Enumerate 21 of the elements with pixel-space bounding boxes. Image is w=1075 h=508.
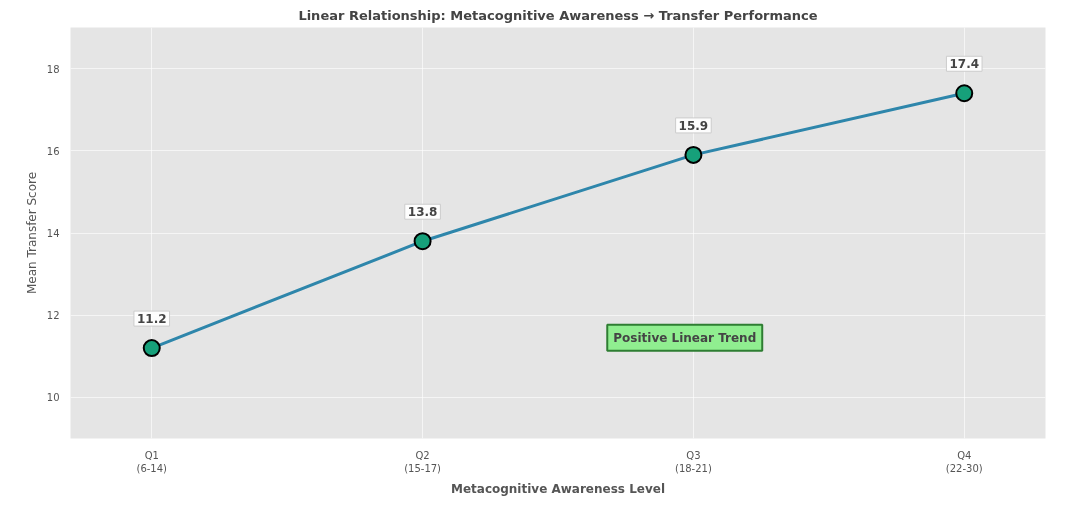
x-tick-label: Q4 (22-30) [945, 449, 983, 474]
x-tick-label: Q1 (6-14) [136, 449, 168, 474]
data-label: 13.8 [407, 205, 438, 220]
y-tick-label: 14 [46, 228, 60, 239]
annotation: Positive Linear Trend [613, 330, 757, 345]
y-tick-label: 18 [46, 63, 60, 75]
data-label: 15.9 [678, 118, 709, 133]
point [955, 84, 974, 103]
x-tick-label: Q2 (15-17) [404, 449, 442, 474]
data-label: 11.2 [136, 312, 167, 327]
x-axis-title: Metacognitive Awareness Level [450, 481, 666, 496]
y-tick-label: 10 [46, 392, 60, 404]
y-tick-label: 16 [46, 145, 60, 157]
y-tick-label: 12 [46, 310, 60, 322]
point [142, 339, 161, 358]
point [684, 145, 703, 164]
point [413, 232, 432, 251]
chart-title: Linear Relationship: Metacognitive Awareness → Transfer Performance [298, 7, 818, 23]
y-axis-title: Mean Transfer Score [24, 171, 39, 295]
data-label: 17.4 [949, 57, 980, 72]
x-tick-label: Q3 (18-21) [674, 449, 712, 474]
